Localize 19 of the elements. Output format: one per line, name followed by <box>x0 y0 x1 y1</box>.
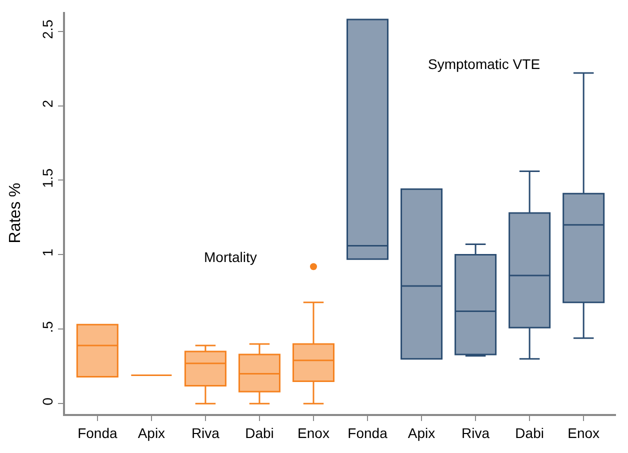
y-tick-label: 1.5 <box>39 168 56 188</box>
y-tick-label: .5 <box>39 320 56 333</box>
x-tick-label: Fonda <box>348 424 388 441</box>
x-tick-label: Dabi <box>515 424 544 441</box>
y-tick-label: 0 <box>39 397 56 406</box>
x-tick-label: Apix <box>138 424 166 441</box>
y-tick-label: 2 <box>39 100 56 108</box>
annotation: Symptomatic VTE <box>428 56 540 72</box>
x-tick-label: Enox <box>568 424 600 441</box>
x-tick-label: Riva <box>191 424 220 441</box>
y-tick-label: 1 <box>39 248 56 256</box>
x-tick-label: Fonda <box>78 424 118 441</box>
x-tick-label: Enox <box>298 424 330 441</box>
x-tick-label: Apix <box>408 424 436 441</box>
x-tick-label: Dabi <box>245 424 274 441</box>
x-tick-label: Riva <box>462 424 490 441</box>
y-axis-title: Rates % <box>6 182 24 244</box>
annotation: Mortality <box>204 249 257 265</box>
y-tick-label: 2.5 <box>39 19 56 39</box>
